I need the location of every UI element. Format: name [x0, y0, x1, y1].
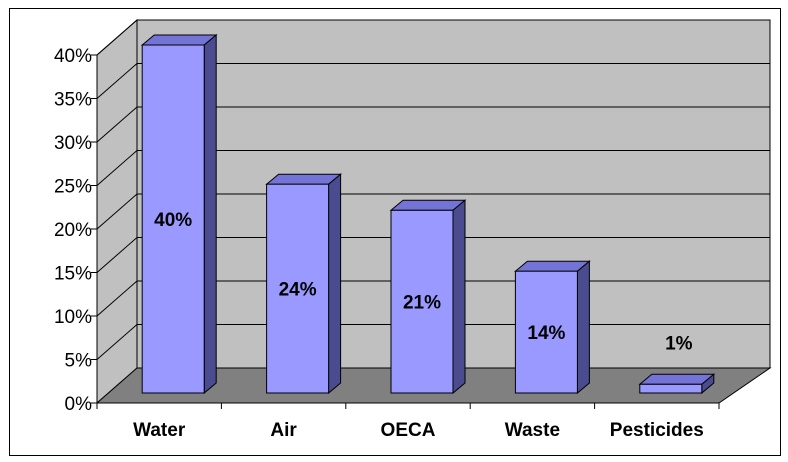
gridline-side — [96, 150, 138, 186]
y-tick-label: 5% — [65, 351, 93, 372]
bar — [514, 260, 591, 395]
data-label: 24% — [279, 280, 317, 301]
bar — [389, 199, 467, 395]
gridline-side — [96, 106, 138, 143]
bar-side — [452, 199, 466, 395]
y-tick-label: 30% — [54, 133, 92, 154]
y-tick-label: 35% — [54, 90, 92, 111]
y-tick-label: 10% — [54, 307, 92, 328]
x-tick-label: OECA — [381, 420, 436, 441]
bar — [638, 373, 716, 395]
bar-side — [576, 260, 590, 395]
y-axis: 0% 5% 10% 15% 20% 25% 30% 35% 40% — [54, 46, 98, 415]
bar-top — [638, 373, 716, 385]
y-tick-label: 25% — [54, 177, 92, 198]
y-tick-label: 15% — [54, 264, 92, 285]
y-tick-label: 40% — [54, 46, 92, 67]
bar-front — [141, 44, 205, 394]
bar-front — [639, 383, 703, 394]
gridline-side — [96, 324, 138, 360]
x-tick-label: Pesticides — [610, 420, 704, 441]
x-tick-label: Waste — [505, 420, 560, 441]
data-label: 1% — [665, 333, 693, 354]
x-tick-label: Air — [270, 420, 297, 441]
gridline-side — [96, 193, 138, 230]
bar-top — [389, 199, 467, 211]
bar — [140, 33, 218, 395]
bar-side — [328, 173, 342, 395]
bar-top — [140, 34, 218, 46]
data-label: 40% — [154, 210, 192, 231]
bars — [140, 33, 716, 395]
data-labels: 40% 24% 21% 14% 1% — [154, 210, 692, 354]
y-tick-label: 0% — [65, 394, 93, 415]
gridline-side — [96, 237, 138, 273]
bar-front — [266, 183, 330, 394]
bar-side — [203, 33, 217, 395]
gridline-side — [96, 280, 138, 317]
y-tick-label: 20% — [54, 220, 92, 241]
bar — [265, 173, 342, 395]
data-label: 14% — [527, 323, 565, 344]
gridline-side — [96, 19, 138, 56]
bar-top — [265, 173, 342, 185]
bar-top — [514, 260, 591, 272]
x-axis: Water Air OECA Waste Pesticides — [96, 402, 720, 441]
bar-front — [514, 270, 578, 394]
gridline-side — [96, 63, 138, 99]
bar-front — [390, 209, 454, 394]
data-label: 21% — [403, 293, 441, 314]
x-tick-label: Water — [133, 420, 186, 441]
